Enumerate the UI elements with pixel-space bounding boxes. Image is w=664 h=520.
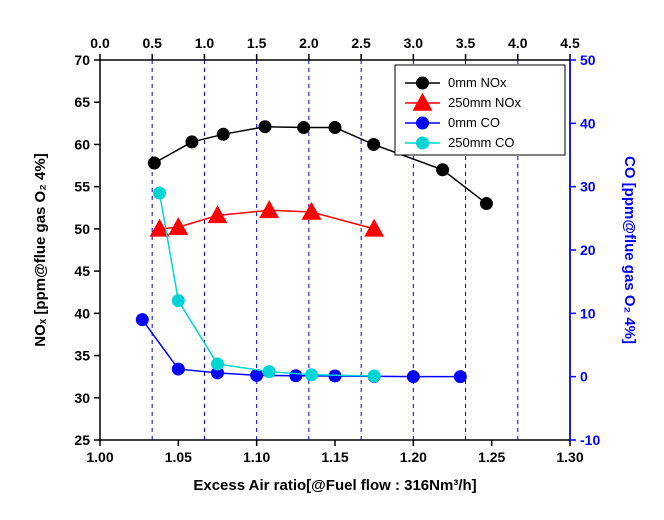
y-right-label: CO [ppm@flue gas O₂ 4%] bbox=[621, 156, 638, 344]
x-bottom-tick-label: 1.30 bbox=[556, 449, 583, 465]
y-left-tick-label: 45 bbox=[74, 263, 90, 279]
x-top-tick-label: 1.5 bbox=[247, 35, 267, 51]
y-left-tick-label: 65 bbox=[74, 94, 90, 110]
y-right-tick-label: 0 bbox=[580, 369, 588, 385]
x-top-tick-label: 0.0 bbox=[90, 35, 110, 51]
data-marker bbox=[306, 369, 318, 381]
data-marker bbox=[136, 314, 148, 326]
y-left-tick-label: 40 bbox=[74, 305, 90, 321]
y-left-tick-label: 50 bbox=[74, 221, 90, 237]
x-bottom-label: Excess Air ratio[@Fuel flow : 316Nm³/h] bbox=[193, 477, 476, 494]
x-bottom-tick-label: 1.00 bbox=[86, 449, 113, 465]
data-marker bbox=[154, 187, 166, 199]
x-top-tick-label: 4.5 bbox=[560, 35, 580, 51]
data-marker bbox=[148, 157, 160, 169]
data-marker bbox=[368, 370, 380, 382]
y-right-tick-label: 50 bbox=[580, 52, 596, 68]
chart-svg: 1.001.051.101.151.201.251.30Excess Air r… bbox=[0, 0, 664, 520]
data-marker bbox=[263, 366, 275, 378]
data-marker bbox=[437, 164, 449, 176]
data-marker bbox=[480, 198, 492, 210]
data-marker bbox=[259, 121, 271, 133]
y-right-tick-label: 30 bbox=[580, 179, 596, 195]
data-marker bbox=[172, 295, 184, 307]
y-left-tick-label: 30 bbox=[74, 390, 90, 406]
data-marker bbox=[329, 122, 341, 134]
legend-label: 0mm CO bbox=[448, 115, 500, 130]
data-marker bbox=[368, 138, 380, 150]
data-marker bbox=[417, 137, 429, 149]
x-bottom-tick-label: 1.20 bbox=[400, 449, 427, 465]
data-marker bbox=[186, 136, 198, 148]
y-left-tick-label: 70 bbox=[74, 52, 90, 68]
x-bottom-tick-label: 1.15 bbox=[321, 449, 348, 465]
data-marker bbox=[212, 358, 224, 370]
data-marker bbox=[454, 371, 466, 383]
chart-container: 1.001.051.101.151.201.251.30Excess Air r… bbox=[0, 0, 664, 520]
x-top-tick-label: 1.0 bbox=[195, 35, 215, 51]
y-left-tick-label: 25 bbox=[74, 432, 90, 448]
data-marker bbox=[417, 117, 429, 129]
y-right-tick-label: -10 bbox=[580, 432, 600, 448]
legend-label: 250mm NOx bbox=[448, 95, 521, 110]
x-top-tick-label: 2.5 bbox=[351, 35, 371, 51]
legend-label: 0mm NOx bbox=[448, 75, 507, 90]
y-right-tick-label: 20 bbox=[580, 242, 596, 258]
y-right-tick-label: 10 bbox=[580, 305, 596, 321]
x-top-tick-label: 0.5 bbox=[142, 35, 162, 51]
y-left-tick-label: 55 bbox=[74, 179, 90, 195]
x-bottom-tick-label: 1.10 bbox=[243, 449, 270, 465]
y-right-tick-label: 40 bbox=[580, 115, 596, 131]
x-top-tick-label: 3.5 bbox=[456, 35, 476, 51]
x-bottom-tick-label: 1.05 bbox=[165, 449, 192, 465]
legend-label: 250mm CO bbox=[448, 135, 514, 150]
y-left-tick-label: 60 bbox=[74, 136, 90, 152]
data-marker bbox=[298, 122, 310, 134]
x-bottom-tick-label: 1.25 bbox=[478, 449, 505, 465]
x-top-tick-label: 4.0 bbox=[508, 35, 528, 51]
data-marker bbox=[251, 369, 263, 381]
data-marker bbox=[417, 77, 429, 89]
x-top-tick-label: 2.0 bbox=[299, 35, 319, 51]
data-marker bbox=[290, 370, 302, 382]
x-top-tick-label: 3.0 bbox=[404, 35, 424, 51]
data-marker bbox=[217, 128, 229, 140]
data-marker bbox=[172, 363, 184, 375]
y-left-tick-label: 35 bbox=[74, 348, 90, 364]
y-left-label: NOₓ [ppm@flue gas O₂ 4%] bbox=[32, 153, 49, 346]
data-marker bbox=[407, 371, 419, 383]
